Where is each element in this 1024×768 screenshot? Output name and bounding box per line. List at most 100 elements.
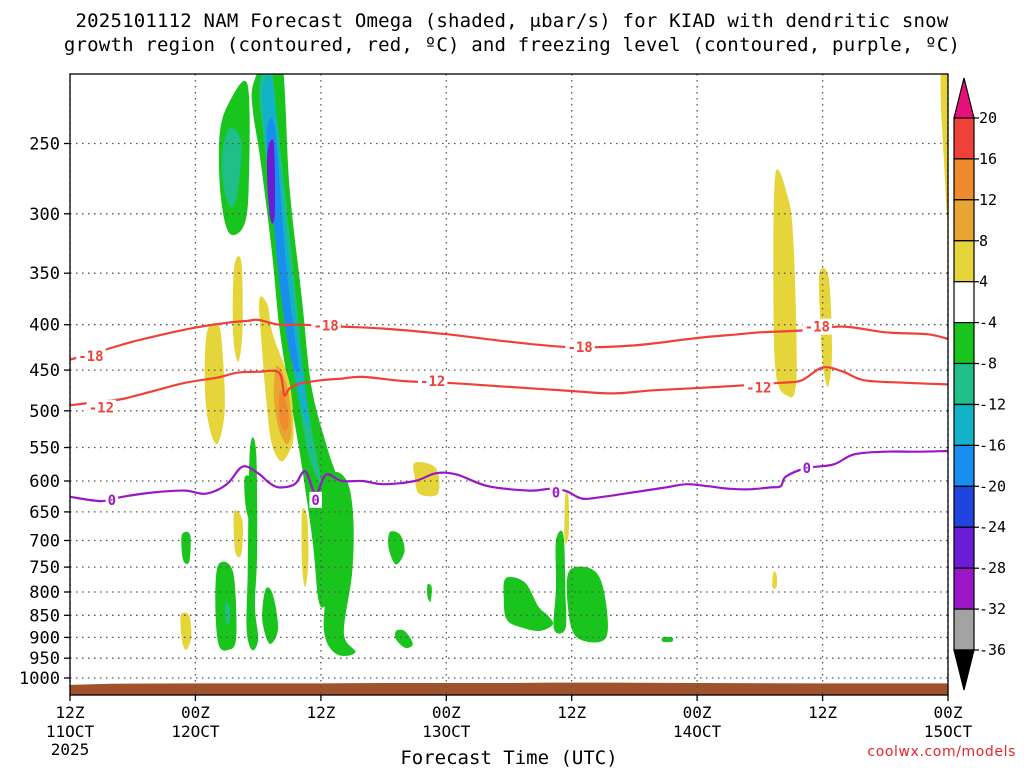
omega-region-21 — [262, 587, 279, 644]
omega-region-8 — [204, 322, 225, 445]
dendritic-contour-0-label-1: -18 — [313, 319, 338, 335]
omega-region-17 — [181, 531, 191, 565]
colorbar-label-7: -12 — [979, 396, 1006, 414]
terrain-fill — [70, 682, 948, 695]
x-tick-l2-36: 13OCT — [422, 722, 471, 741]
colorbar-label-5: -4 — [979, 314, 997, 332]
colorbar-label-2: 12 — [979, 191, 997, 209]
terrain-surface — [70, 682, 948, 695]
x-tick-l1-60: 00Z — [683, 703, 712, 722]
y-tick-label-850: 850 — [29, 606, 60, 626]
colorbar-label-11: -28 — [979, 559, 1006, 577]
omega-region-26 — [503, 576, 554, 632]
freezing-level-contour-label-bg-1 — [309, 491, 322, 508]
omega-region-7 — [232, 256, 243, 362]
y-tick-label-900: 900 — [29, 628, 60, 648]
x-tick-l1-36: 00Z — [432, 703, 461, 722]
y-tick-label-250: 250 — [29, 135, 60, 155]
colorbar-bin-1 — [953, 117, 975, 160]
y-tick-label-550: 550 — [29, 439, 60, 459]
x-tick-l1-0: 12Z — [56, 703, 85, 722]
y-tick-label-800: 800 — [29, 583, 60, 603]
dendritic-contour-0-label-bg-0 — [76, 348, 106, 365]
dendritic-contour-0-label-0: -18 — [78, 349, 103, 365]
y-tick-label-400: 400 — [29, 316, 60, 336]
omega-region-22 — [388, 531, 405, 565]
omega-region-30 — [661, 636, 674, 643]
colorbar-bin-2 — [953, 158, 975, 201]
x-tick-l1-12: 00Z — [181, 703, 210, 722]
omega-region-15 — [301, 508, 309, 588]
dendritic-contour-0-label-bg-2 — [565, 339, 595, 356]
y-tick-label-750: 750 — [29, 558, 60, 578]
omega-shading — [180, 74, 948, 656]
y-tick-label-600: 600 — [29, 472, 60, 492]
y-tick-label-350: 350 — [29, 264, 60, 284]
colorbar-label-1: 16 — [979, 150, 997, 168]
y-tick-label-450: 450 — [29, 361, 60, 381]
freezing-level-contour-label-0: 0 — [108, 493, 116, 509]
colorbar-label-3: 8 — [979, 232, 988, 250]
freezing-level-contour-label-1: 0 — [311, 493, 319, 509]
colorbar-top-arrow — [953, 77, 975, 119]
colorbar-label-12: -32 — [979, 600, 1006, 618]
omega-region-1 — [222, 127, 242, 208]
omega-region-24 — [427, 583, 432, 602]
y-tick-label-650: 650 — [29, 503, 60, 523]
colorbar-bin-7 — [953, 362, 975, 406]
y-axis: 2503003504004505005506006507007508008509… — [19, 135, 70, 689]
x-tick-l1-48: 12Z — [557, 703, 586, 722]
colorbar-bin-10 — [953, 485, 975, 528]
x-tick-l2-0: 11OCT — [46, 722, 95, 741]
dendritic-contour-1-label-1: -12 — [420, 374, 445, 390]
colorbar-bin-9 — [953, 444, 975, 487]
dendritic-contour-0-label-2: -18 — [567, 340, 592, 356]
colorbar-label-8: -16 — [979, 436, 1006, 454]
x-tick-l1-84: 00Z — [934, 703, 963, 722]
dendritic-contour-0-label-3: -18 — [805, 320, 830, 336]
x-tick-l2-12: 12OCT — [171, 722, 220, 741]
colorbar-bottom-arrow — [953, 649, 975, 691]
omega-region-23 — [394, 629, 413, 649]
colorbar-bin-4 — [953, 240, 975, 283]
dendritic-contour-1-line — [70, 366, 948, 407]
omega-region-6 — [266, 139, 276, 224]
freezing-level-contour-label-2: 0 — [552, 485, 560, 501]
omega-region-14 — [233, 510, 244, 558]
y-tick-label-300: 300 — [29, 205, 60, 225]
temperature-contours: -18 -18 -18 -18 -12 -12 -12 0 0 0 0 — [70, 317, 948, 509]
freezing-level-contour-label-bg-2 — [549, 484, 563, 501]
colorbar: 20 16 12 8 4 -4 -8 -12 -16 -20 -24 -28 -32 -36 — [953, 77, 1006, 691]
omega-region-34 — [940, 74, 948, 218]
colorbar-label-10: -24 — [979, 518, 1006, 536]
y-tick-label-500: 500 — [29, 402, 60, 422]
x-tick-l1-24: 12Z — [306, 703, 335, 722]
colorbar-bin-6 — [953, 322, 975, 365]
omega-region-31 — [773, 169, 797, 398]
x-tick-l2-60: 14OCT — [673, 722, 722, 741]
colorbar-label-4: 4 — [979, 273, 988, 291]
omega-region-16 — [322, 471, 356, 656]
dendritic-contour-1-label-2: -12 — [746, 381, 771, 397]
watermark: coolwx.com/models — [867, 744, 1016, 760]
colorbar-bin-12 — [953, 567, 975, 610]
chart-title-line-1: 2025101112 NAM Forecast Omega (shaded, μ… — [75, 10, 949, 32]
omega-region-25 — [413, 462, 440, 497]
omega-region-11 — [278, 390, 289, 431]
omega-region-20 — [225, 601, 231, 625]
freezing-level-contour-label-bg-0 — [105, 491, 119, 508]
x-axis-label: Forecast Time (UTC) — [400, 747, 617, 768]
colorbar-bin-11 — [953, 526, 975, 569]
plot-frame — [69, 73, 949, 696]
colorbar-bin-8 — [953, 403, 975, 447]
y-tick-label-1000: 1000 — [19, 669, 60, 689]
dendritic-contour-1-label-0: -12 — [89, 401, 114, 417]
x-tick-l1-72: 12Z — [808, 703, 837, 722]
colorbar-bin-3 — [953, 199, 975, 242]
omega-region-29 — [564, 490, 570, 544]
freezing-level-contour-label-bg-3 — [800, 460, 814, 476]
omega-region-13 — [244, 475, 252, 519]
colorbar-label-0: 20 — [979, 109, 997, 127]
